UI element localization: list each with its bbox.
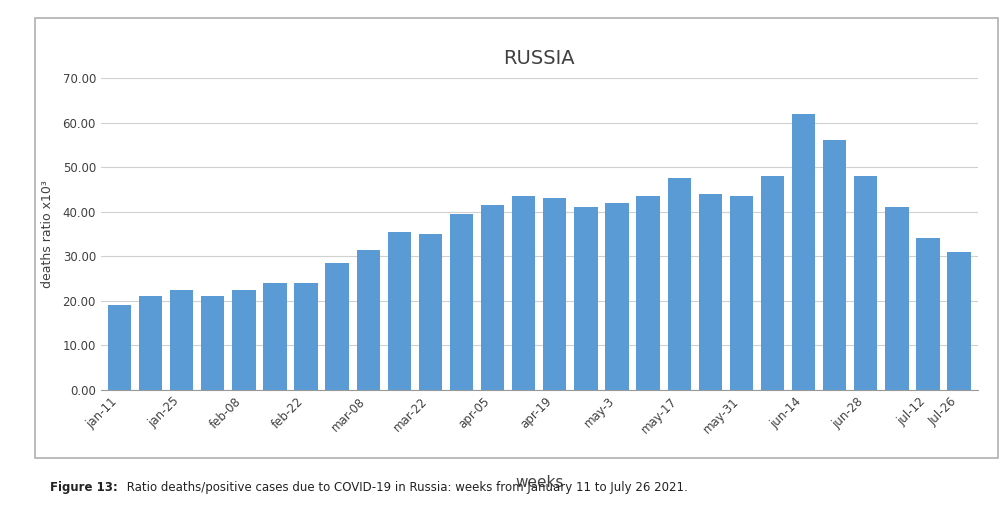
Bar (792, 114, 815, 390)
Text: Figure 13:: Figure 13: (50, 482, 118, 495)
Bar (294, 283, 318, 390)
Bar (201, 296, 225, 390)
Text: Ratio deaths/positive cases due to COVID-19 in Russia: weeks from January 11 to : Ratio deaths/positive cases due to COVID… (123, 482, 687, 495)
Bar (170, 290, 194, 390)
Bar (730, 196, 753, 390)
Bar (139, 296, 162, 390)
Bar (232, 290, 255, 390)
Bar (543, 198, 566, 390)
Bar (326, 263, 349, 390)
Bar (854, 176, 878, 390)
Bar (108, 305, 131, 390)
Bar (699, 194, 722, 390)
X-axis label: weeks: weeks (515, 475, 563, 490)
Bar (948, 252, 971, 390)
Bar (418, 234, 443, 390)
Bar (263, 283, 286, 390)
Bar (667, 178, 690, 390)
Title: RUSSIA: RUSSIA (503, 49, 576, 68)
Bar (388, 232, 411, 390)
Bar (512, 196, 535, 390)
Bar (916, 239, 939, 390)
Bar (450, 214, 473, 390)
Bar (636, 196, 660, 390)
Bar (357, 250, 380, 390)
Bar (481, 205, 504, 390)
Bar (606, 203, 629, 390)
Bar (761, 176, 784, 390)
Y-axis label: deaths ratio x10³: deaths ratio x10³ (41, 180, 54, 288)
Bar (885, 207, 908, 390)
Bar (824, 140, 847, 390)
Bar (575, 207, 598, 390)
